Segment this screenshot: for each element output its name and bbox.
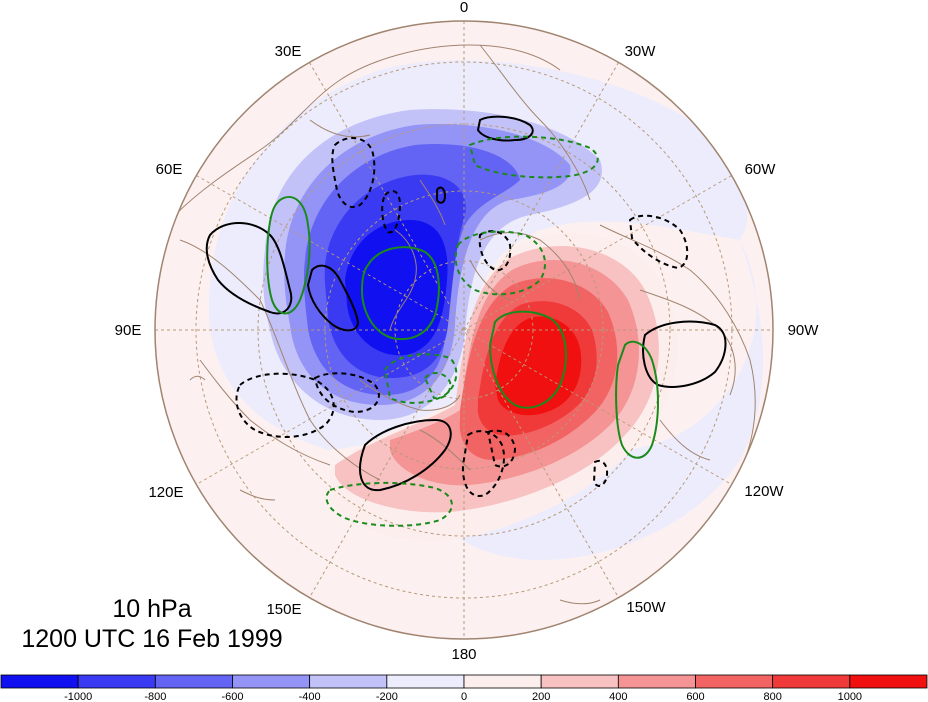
- lon-label-30w: 30W: [625, 43, 657, 60]
- colorbar-tick-label: -600: [221, 691, 243, 702]
- colorbar-swatch: [849, 674, 928, 689]
- colorbar-swatch: [772, 674, 851, 689]
- lon-label-150w: 150W: [626, 599, 666, 616]
- lon-label-60w: 60W: [745, 161, 777, 178]
- longitude-labels: 0 30W 60W 90W 120W 150W 180 150E 120E 90…: [115, 0, 820, 663]
- lon-label-0: 0: [460, 0, 468, 16]
- colorbar-tick-label: -1000: [64, 691, 92, 702]
- colorbar-tick-label: -200: [376, 691, 398, 702]
- green-contours: [266, 196, 659, 459]
- colorbar-tick-label: 200: [532, 691, 550, 702]
- title-level: 10 hPa: [112, 595, 191, 623]
- coastlines: [174, 44, 756, 605]
- colorbar-tick-label: 600: [686, 691, 704, 702]
- colorbar-swatch: [695, 674, 774, 689]
- shade-positive-core: [495, 316, 582, 416]
- negative-contours: [235, 137, 689, 497]
- colorbar-swatch: [386, 674, 465, 689]
- colorbar-swatch: [232, 674, 311, 689]
- colorbar-swatch: [540, 674, 619, 689]
- colorbar-swatch: [77, 674, 156, 689]
- lon-label-120e: 120E: [148, 484, 183, 501]
- lon-label-60e: 60E: [156, 161, 183, 178]
- lon-label-90w: 90W: [788, 322, 820, 339]
- colorbar-swatch: [154, 674, 233, 689]
- colorbar-swatch: [0, 674, 79, 689]
- green-dashed-contours: [325, 135, 599, 527]
- lon-label-150e: 150E: [266, 601, 301, 618]
- colorbar-tick-label: 0: [461, 691, 467, 702]
- colorbar-swatch: [617, 674, 696, 689]
- colorbar-tick-label: 800: [763, 691, 781, 702]
- graticule: [155, 21, 773, 639]
- title-time: 1200 UTC 16 Feb 1999: [21, 625, 282, 653]
- positive-contours: [205, 115, 727, 492]
- map-border: [154, 20, 774, 640]
- colorbar-swatch: [309, 674, 388, 689]
- lon-label-90e: 90E: [115, 322, 142, 339]
- colorbar-tick-label: 1000: [838, 691, 862, 702]
- lon-label-180: 180: [451, 646, 476, 663]
- lon-label-120w: 120W: [744, 483, 784, 500]
- colorbar: -1000 -800 -600 -400 -200 0 200 400 600 800 1000: [0, 674, 928, 702]
- colorbar-swatch: [463, 674, 542, 689]
- lon-label-30e: 30E: [275, 43, 302, 60]
- colorbar-tick-label: -400: [299, 691, 321, 702]
- colorbar-tick-label: 400: [609, 691, 627, 702]
- colorbar-tick-label: -800: [144, 691, 166, 702]
